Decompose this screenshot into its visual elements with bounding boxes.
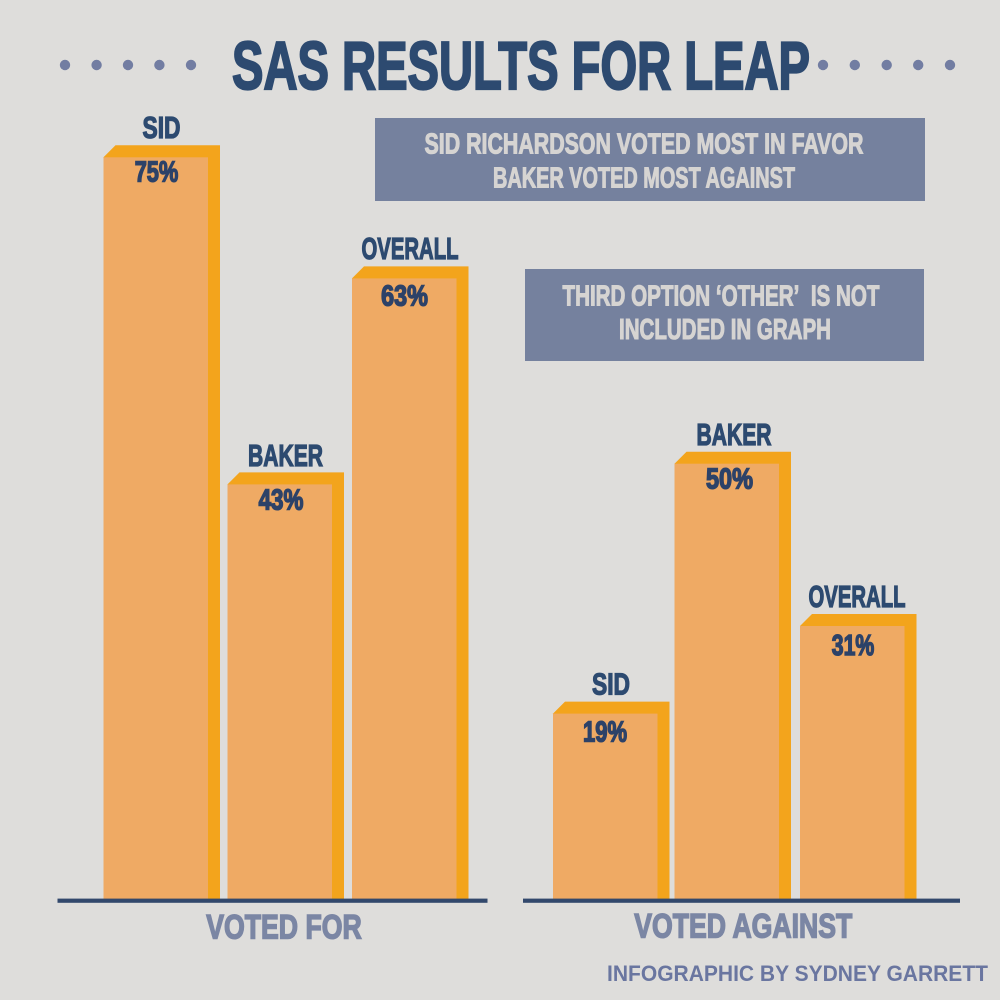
svg-text:31%: 31% — [832, 630, 875, 662]
svg-text:75%: 75% — [135, 157, 179, 189]
svg-text:SID: SID — [143, 110, 181, 145]
svg-text:19%: 19% — [583, 717, 627, 749]
svg-text:OVERALL: OVERALL — [809, 579, 906, 614]
svg-text:INFOGRAPHIC BY SYDNEY GARRETT: INFOGRAPHIC BY SYDNEY GARRETT — [607, 961, 988, 986]
svg-text:43%: 43% — [259, 485, 304, 517]
svg-text:VOTED AGAINST: VOTED AGAINST — [634, 908, 852, 946]
svg-text:BAKER VOTED MOST AGAINST: BAKER VOTED MOST AGAINST — [493, 163, 795, 195]
svg-text:INCLUDED IN GRAPH: INCLUDED IN GRAPH — [619, 314, 831, 346]
svg-text:50%: 50% — [706, 464, 753, 496]
svg-text:THIRD OPTION ‘OTHER’ IS NOT: THIRD OPTION ‘OTHER’ IS NOT — [563, 280, 880, 312]
svg-text:OVERALL: OVERALL — [362, 231, 459, 266]
svg-text:VOTED FOR: VOTED FOR — [206, 908, 362, 946]
svg-text:BAKER: BAKER — [248, 438, 323, 473]
svg-text:SID RICHARDSON VOTED MOST IN F: SID RICHARDSON VOTED MOST IN FAVOR — [425, 129, 864, 161]
svg-text:SID: SID — [592, 666, 630, 701]
svg-text:SAS RESULTS FOR LEAP: SAS RESULTS FOR LEAP — [232, 28, 810, 104]
svg-text:BAKER: BAKER — [697, 417, 772, 452]
svg-text:63%: 63% — [381, 281, 428, 313]
